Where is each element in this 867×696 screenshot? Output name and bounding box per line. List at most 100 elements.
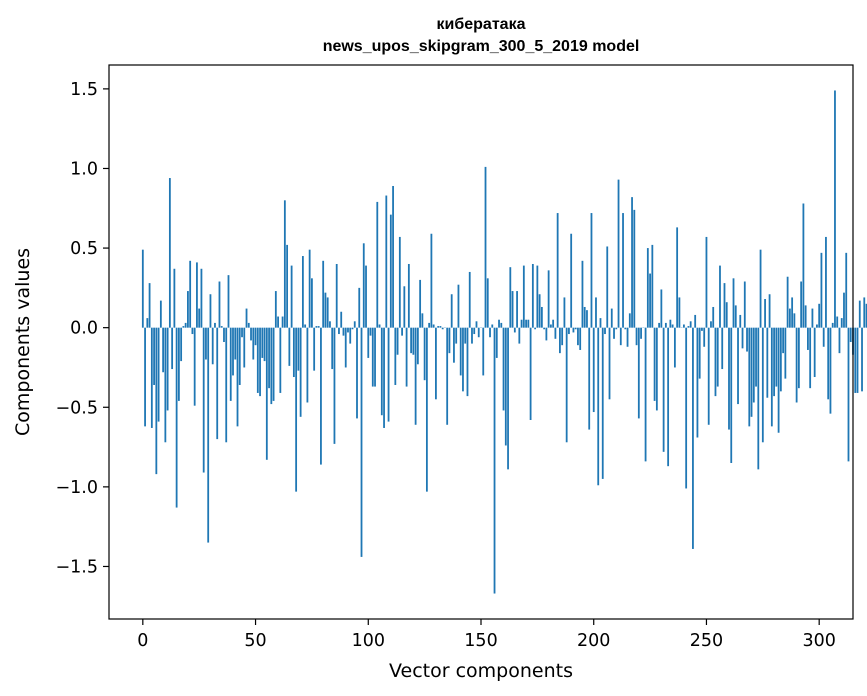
bar-211 xyxy=(617,179,620,328)
bar-228 xyxy=(655,327,658,411)
bar-181 xyxy=(549,324,552,328)
bar-312 xyxy=(845,252,848,328)
bar-39 xyxy=(229,327,232,401)
bar-257 xyxy=(721,327,724,370)
bar-101 xyxy=(369,327,372,336)
x-tick-label: 0 xyxy=(137,631,148,651)
bar-295 xyxy=(807,327,809,350)
bar-38 xyxy=(227,275,230,328)
y-tick-label: −1.0 xyxy=(56,478,99,498)
bar-112 xyxy=(394,327,397,385)
bar-287 xyxy=(788,308,791,328)
bar-230 xyxy=(660,289,663,328)
bar-56 xyxy=(268,327,270,389)
x-tick-label: 150 xyxy=(464,631,497,651)
bar-79 xyxy=(320,327,322,465)
bar-205 xyxy=(604,327,606,335)
bar-22 xyxy=(191,327,194,335)
x-tick-label: 250 xyxy=(690,631,723,651)
bar-308 xyxy=(836,316,839,328)
bar-44 xyxy=(241,327,243,338)
bar-250 xyxy=(705,236,708,328)
bar-204 xyxy=(601,327,604,479)
bar-276 xyxy=(764,299,766,328)
bar-232 xyxy=(664,322,667,328)
bar-220 xyxy=(637,327,640,419)
bars-group xyxy=(141,90,867,594)
bar-119 xyxy=(410,327,413,354)
bar-296 xyxy=(809,327,812,389)
bar-169 xyxy=(522,265,525,328)
bar-278 xyxy=(768,294,771,328)
bar-218 xyxy=(633,209,636,328)
bar-54 xyxy=(263,327,266,362)
bar-290 xyxy=(795,327,798,403)
bar-25 xyxy=(198,308,201,328)
bar-127 xyxy=(428,322,431,328)
bar-147 xyxy=(473,327,476,335)
y-tick-label: 1.0 xyxy=(70,159,98,179)
bar-130 xyxy=(435,327,437,400)
bar-72 xyxy=(304,324,307,328)
x-axis-label: Vector components xyxy=(389,660,573,682)
bar-95 xyxy=(356,327,358,419)
bar-90 xyxy=(344,327,347,368)
bar-177 xyxy=(540,306,543,328)
bar-3 xyxy=(148,283,151,328)
bar-280 xyxy=(773,327,775,397)
bar-252 xyxy=(710,321,712,328)
bar-243 xyxy=(689,321,692,328)
bar-168 xyxy=(520,319,523,328)
bar-208 xyxy=(610,308,613,328)
bar-100 xyxy=(367,327,370,358)
bar-51 xyxy=(256,327,259,393)
bar-183 xyxy=(554,327,557,339)
x-tick-label: 200 xyxy=(577,631,610,651)
bar-221 xyxy=(640,327,642,339)
bar-235 xyxy=(671,324,674,328)
bar-201 xyxy=(595,297,597,328)
bar-302 xyxy=(822,327,825,347)
bar-258 xyxy=(723,283,726,328)
bar-64 xyxy=(286,244,289,328)
bar-36 xyxy=(223,327,225,342)
bar-269 xyxy=(748,327,751,427)
bar-160 xyxy=(502,327,505,411)
bar-194 xyxy=(579,327,582,350)
bar-188 xyxy=(565,327,568,443)
bar-113 xyxy=(396,327,399,355)
bar-57 xyxy=(270,327,273,405)
bar-227 xyxy=(653,327,656,401)
x-axis-ticks: 0 50 100 150 200 250 300 xyxy=(137,619,836,651)
bar-242 xyxy=(687,326,690,328)
bar-40 xyxy=(232,327,234,376)
bar-17 xyxy=(180,327,183,362)
bar-118 xyxy=(407,263,410,328)
bar-244 xyxy=(692,327,694,549)
bar-293 xyxy=(802,203,805,328)
bar-128 xyxy=(430,233,433,328)
bar-33 xyxy=(216,327,219,440)
bar-200 xyxy=(592,327,595,413)
bar-263 xyxy=(734,305,737,328)
bar-98 xyxy=(362,243,365,328)
chart-subtitle: news_upos_skipgram_300_5_2019 model xyxy=(323,38,640,55)
bar-19 xyxy=(184,322,187,328)
bar-7 xyxy=(157,327,160,422)
bar-248 xyxy=(701,327,703,331)
bar-255 xyxy=(716,327,719,387)
bar-300 xyxy=(818,303,821,328)
bar-303 xyxy=(825,236,827,328)
bar-191 xyxy=(572,327,575,333)
bar-318 xyxy=(858,300,861,328)
bar-55 xyxy=(265,327,268,460)
bar-164 xyxy=(511,291,514,328)
bar-319 xyxy=(861,327,863,392)
bar-170 xyxy=(525,319,527,328)
bar-29 xyxy=(207,327,210,543)
bar-223 xyxy=(644,327,647,462)
bar-84 xyxy=(331,327,334,370)
bar-203 xyxy=(599,318,602,328)
bar-314 xyxy=(849,327,852,342)
